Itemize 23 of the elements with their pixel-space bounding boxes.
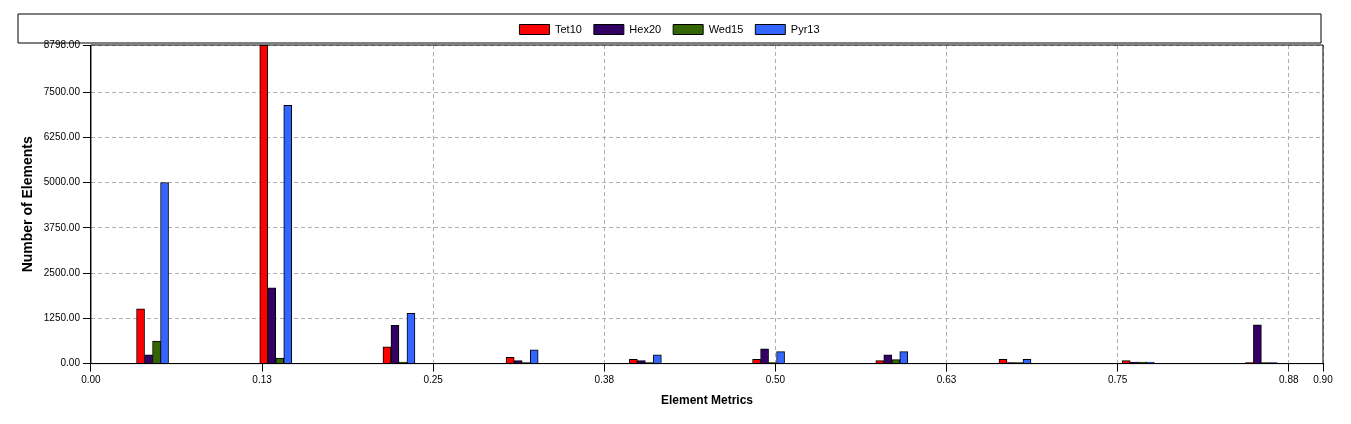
legend-label: Pyr13	[790, 22, 820, 35]
x-tick-label: 0.25	[423, 374, 444, 386]
legend-label: Hex20	[629, 22, 662, 35]
y-tick-label: 3750.00	[43, 221, 81, 233]
legend-label: Wed15	[708, 22, 744, 35]
x-tick-label: 0.50	[765, 374, 786, 386]
y-tick-label: 6250.00	[43, 131, 81, 143]
x-tick-label: 0.13	[252, 374, 273, 386]
y-tick-label: 7500.00	[43, 85, 81, 97]
y-tick-label: 1250.00	[43, 312, 81, 324]
x-tick-label: 0.75	[1107, 374, 1128, 386]
x-axis-title: Element Metrics	[660, 393, 754, 408]
x-tick-label: 0.90	[1313, 374, 1334, 386]
x-tick-label: 0.38	[594, 374, 615, 386]
y-tick-label: 8798.00	[43, 38, 81, 50]
y-tick-label: 5000.00	[43, 176, 81, 188]
y-tick-label: 2500.00	[43, 266, 81, 278]
y-axis-title: Number of Elements	[19, 136, 36, 273]
x-tick-label: 0.63	[936, 374, 957, 386]
y-tick-label: 0.00	[60, 357, 81, 369]
legend-label: Tet10	[554, 22, 582, 35]
x-tick-label: 0.00	[81, 374, 102, 386]
x-tick-label: 0.88	[1279, 374, 1299, 386]
